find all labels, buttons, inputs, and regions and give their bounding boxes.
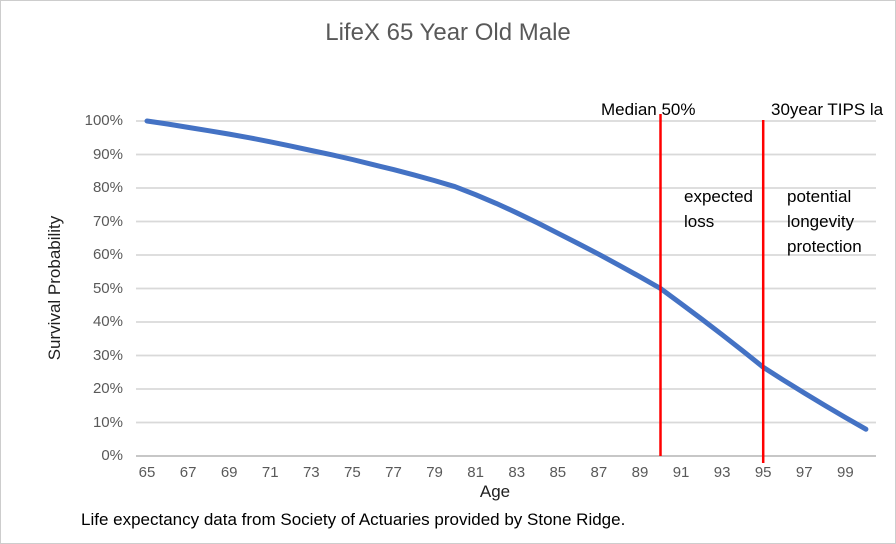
y-tick-label: 60% [92,246,123,263]
annotation-expected-loss: expected loss [684,187,753,231]
x-tick-label: 99 [837,464,854,481]
y-axis-title: Survival Probability [45,215,64,361]
x-tick-label: 67 [179,464,197,481]
y-tick-label: 100% [84,112,123,129]
x-tick-label: 93 [713,464,731,481]
y-tick-label: 20% [92,380,123,397]
x-tick-label: 95 [754,464,772,481]
x-tick-label: 73 [302,464,320,481]
x-tick-label: 65 [138,464,156,481]
x-tick-label: 75 [344,464,361,481]
x-tick-label: 69 [220,464,238,481]
chart-title: LifeX 65 Year Old Male [325,19,571,46]
y-tick-label: 70% [92,212,123,230]
x-tick-label: 81 [467,464,484,481]
x-tick-label: 85 [549,464,567,481]
x-tick-label: 71 [261,464,279,481]
survival-curve [144,118,869,432]
x-tick-label: 91 [672,464,690,481]
marker-label-tips: 30year TIPS la [771,100,884,119]
y-tick-label: 50% [92,279,123,297]
x-tick-label: 97 [795,464,813,481]
footer-caption: Life expectancy data from Society of Act… [81,510,626,529]
y-tick-label: 30% [92,346,123,364]
y-tick-label: 10% [92,413,123,431]
annotation-longevity-protection: potential longevity protection [787,187,862,256]
x-tick-label: 83 [508,464,526,481]
y-tick-label: 80% [92,179,123,196]
y-tick-label: 0% [101,447,123,464]
x-tick-label: 79 [426,464,443,481]
y-tick-label: 90% [92,145,123,163]
x-tick-label: 89 [631,464,649,481]
marker-label-median: Median 50% [601,100,696,119]
x-axis-title: Age [479,482,511,501]
x-tick-label: 87 [590,464,608,481]
x-tick-label: 77 [385,464,402,481]
y-tick-label: 40% [92,313,123,330]
